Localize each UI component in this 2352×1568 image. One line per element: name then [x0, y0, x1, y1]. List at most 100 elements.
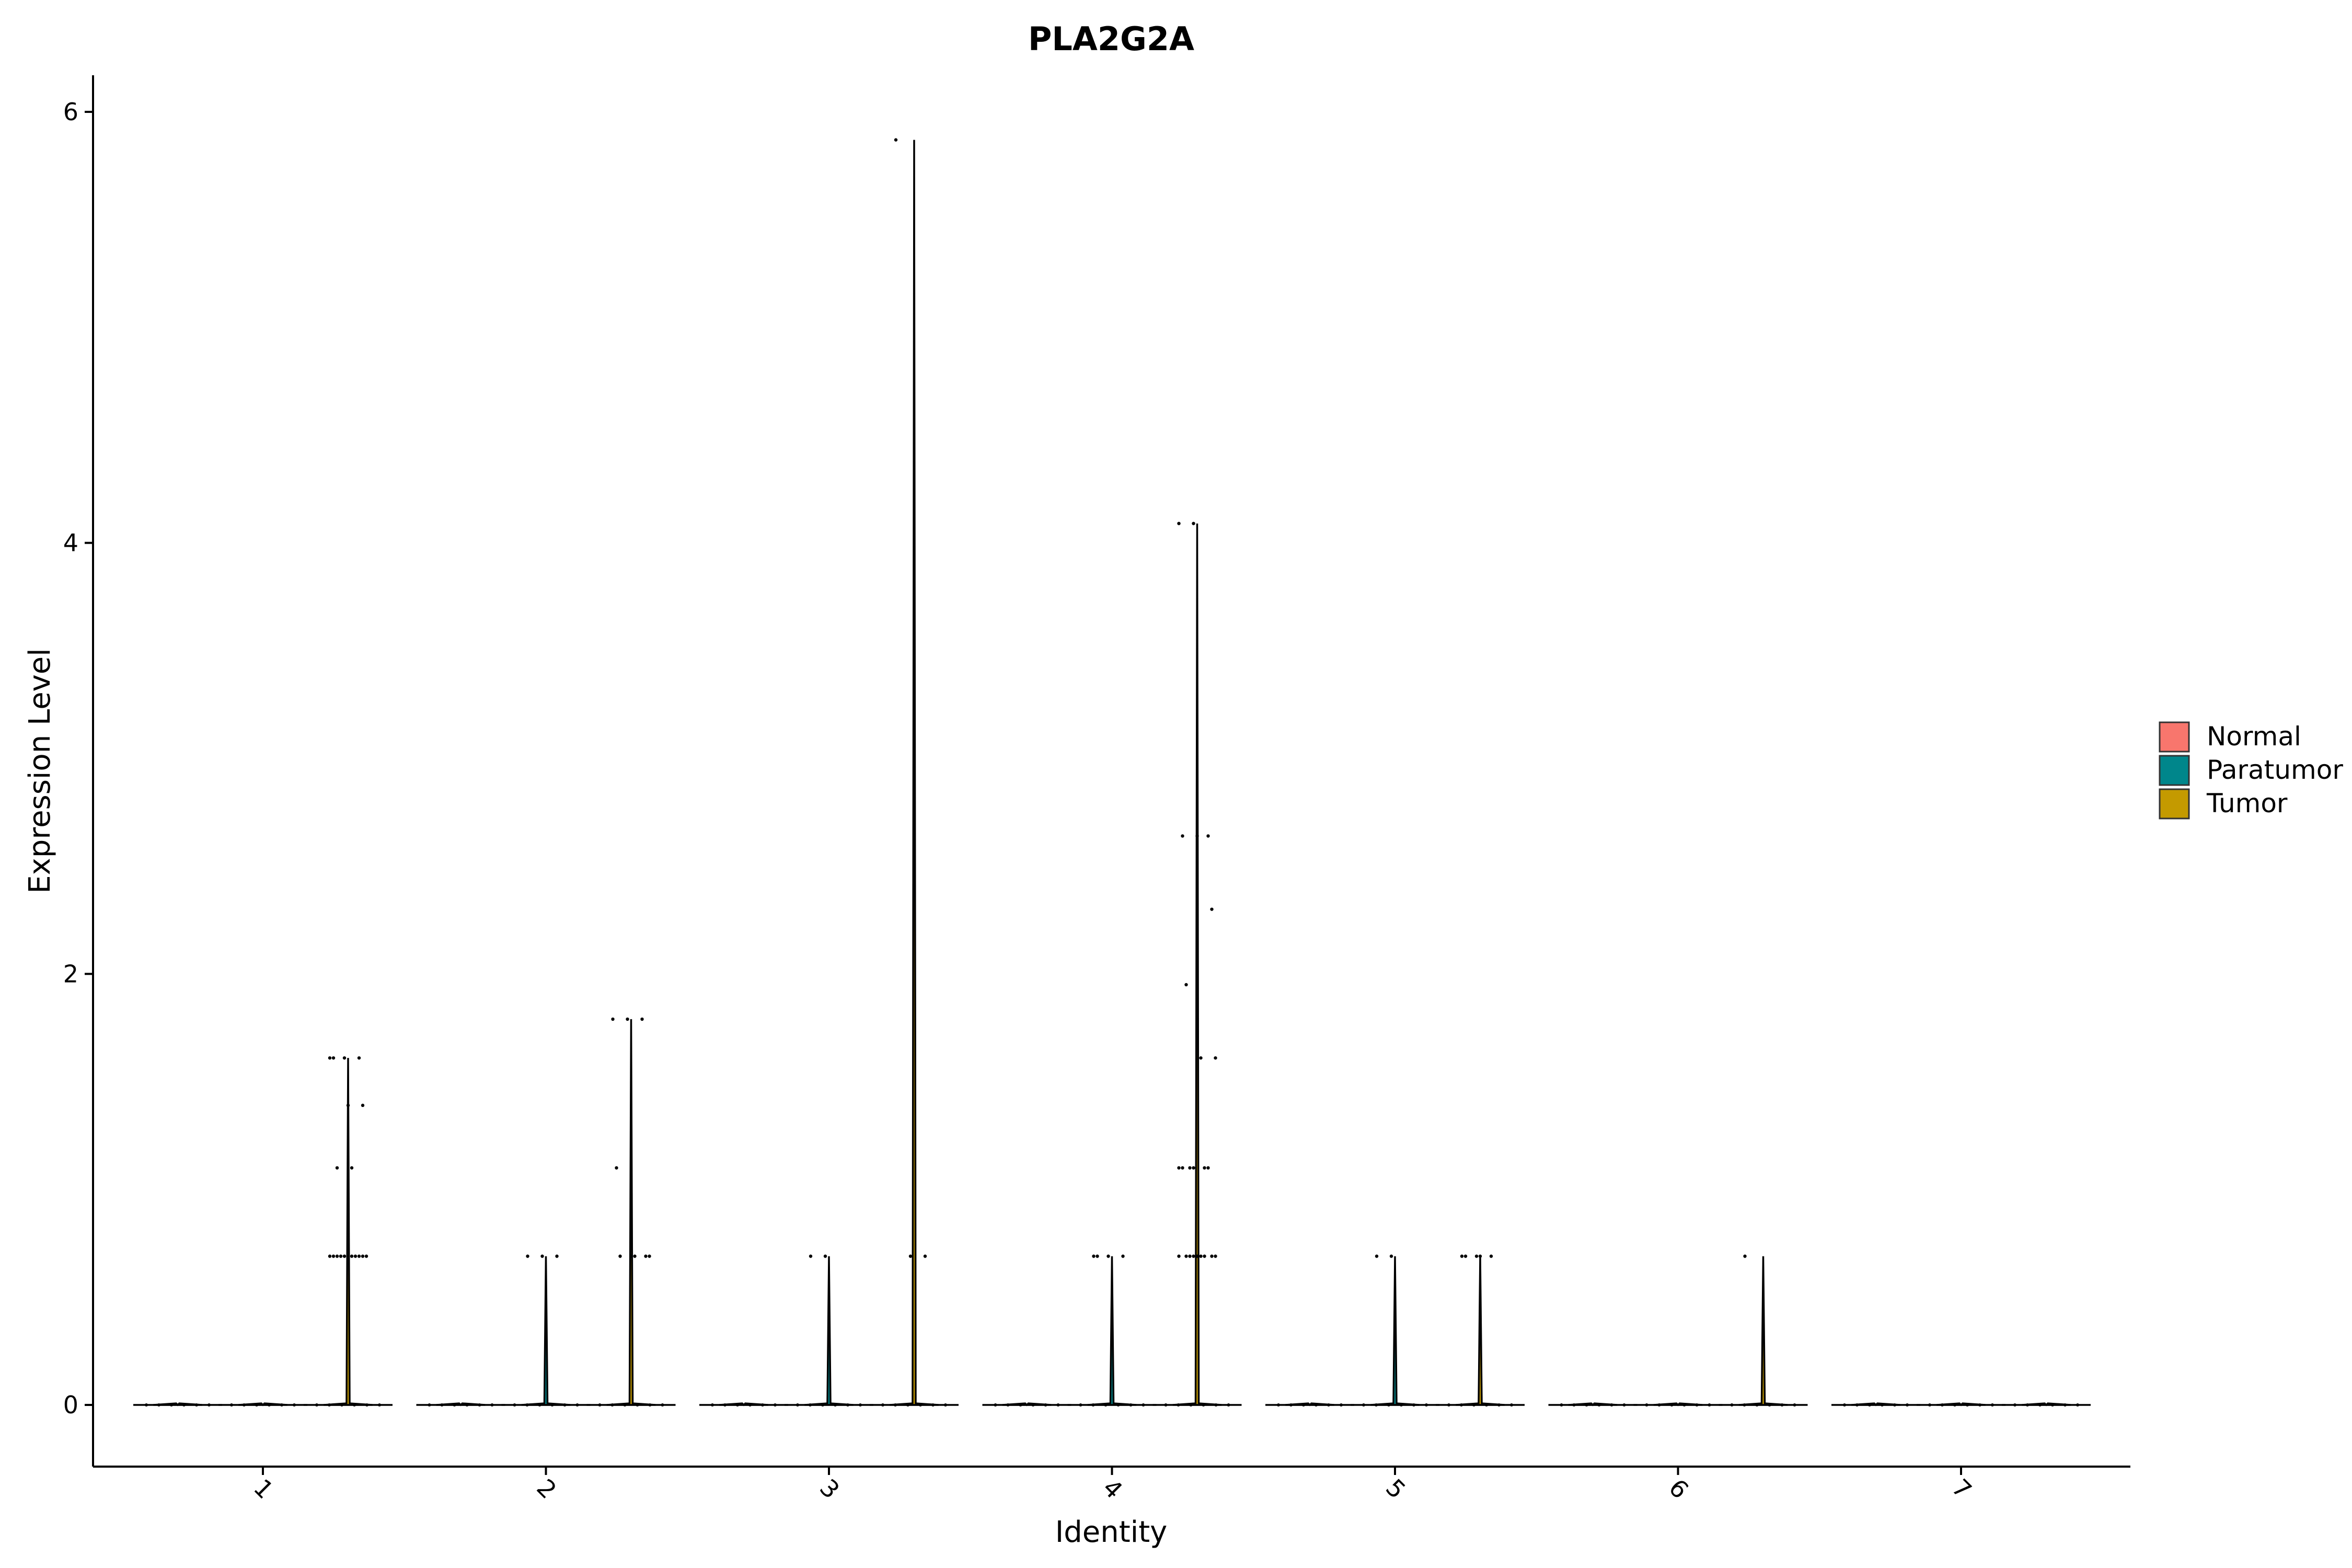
data-point [540, 1254, 544, 1258]
data-point [1181, 834, 1184, 838]
y-tick-label: 4 [63, 529, 78, 557]
data-point [1387, 1403, 1390, 1406]
data-point [1375, 1403, 1378, 1406]
data-point [346, 1103, 350, 1108]
x-tick-label: 3 [814, 1473, 845, 1504]
legend-label-normal: Normal [2207, 721, 2301, 752]
data-point [2013, 1403, 2016, 1406]
data-point [1056, 1403, 1060, 1406]
legend-swatch-tumor [2159, 788, 2190, 820]
data-point [1881, 1403, 1884, 1406]
data-point [1474, 1254, 1479, 1258]
y-tick-label: 6 [63, 98, 78, 126]
data-point [195, 1403, 198, 1406]
data-point [1472, 1403, 1475, 1406]
data-point [1682, 1403, 1686, 1406]
data-point [331, 1254, 336, 1258]
data-point [1079, 1403, 1082, 1406]
data-point [1843, 1403, 1846, 1406]
data-point [1966, 1403, 1969, 1406]
data-point [346, 1254, 350, 1258]
data-point [555, 1254, 559, 1258]
data-point [230, 1403, 233, 1406]
data-point [1195, 834, 1199, 838]
data-point [1585, 1403, 1588, 1406]
data-point [1953, 1403, 1956, 1406]
data-point [1214, 1254, 1217, 1258]
data-point [526, 1254, 529, 1258]
data-point [364, 1254, 368, 1258]
data-point [1214, 1056, 1217, 1060]
x-tick-label: 6 [1663, 1473, 1694, 1504]
data-point [243, 1403, 246, 1406]
data-point [1184, 983, 1188, 987]
data-point [465, 1403, 469, 1406]
y-axis-ticks: 0 2 4 6 [63, 98, 93, 1419]
violin-body [1568, 1402, 1618, 1406]
data-point [1199, 1254, 1203, 1258]
data-point [1188, 1166, 1192, 1170]
data-point [894, 138, 898, 142]
violin-body [1738, 1256, 1788, 1406]
data-point [331, 1056, 336, 1060]
data-point [748, 1403, 752, 1406]
data-point [923, 1254, 927, 1258]
violin-body [153, 1402, 202, 1406]
series-normal [133, 1402, 1920, 1406]
data-point [453, 1403, 456, 1406]
data-point [626, 1017, 629, 1021]
data-point [1129, 1403, 1133, 1406]
data-point [2051, 1403, 2054, 1406]
data-point [1203, 1254, 1206, 1258]
data-point [1460, 1254, 1464, 1258]
data-point [1447, 1403, 1450, 1406]
data-point [525, 1403, 529, 1406]
data-point [1192, 1254, 1195, 1258]
data-point [1597, 1403, 1601, 1406]
data-point [723, 1403, 727, 1406]
data-point [1868, 1403, 1871, 1406]
data-point [1164, 1403, 1168, 1406]
data-point [357, 1254, 361, 1258]
data-point [774, 1403, 777, 1406]
data-point [1327, 1403, 1330, 1406]
chart-title: PLA2G2A [1028, 20, 1194, 58]
x-tick-label: 7 [1946, 1473, 1977, 1504]
data-point [809, 1254, 813, 1258]
data-point [859, 1403, 862, 1406]
data-point [361, 1103, 365, 1108]
data-point [944, 1403, 947, 1406]
data-point [629, 1254, 633, 1258]
violin-body [1087, 1256, 1137, 1406]
data-point [618, 1254, 622, 1258]
violin-body [238, 1402, 287, 1406]
data-point [809, 1403, 812, 1406]
data-point [1031, 1403, 1035, 1406]
data-point [1104, 1403, 1108, 1406]
data-point [1189, 1403, 1193, 1406]
data-point [145, 1403, 148, 1406]
x-tick-label: 4 [1097, 1473, 1128, 1504]
data-point [1793, 1403, 1796, 1406]
x-tick-label: 2 [531, 1473, 562, 1504]
data-point [1657, 1403, 1661, 1406]
data-point [1375, 1254, 1379, 1258]
legend-swatch-normal [2159, 721, 2190, 753]
data-point [1425, 1403, 1428, 1406]
data-point [611, 1017, 615, 1021]
data-point [906, 1403, 909, 1406]
data-point [2038, 1403, 2042, 1406]
data-point [1188, 1254, 1192, 1258]
violin-body [1002, 1402, 1052, 1406]
violin-body [1285, 1402, 1334, 1406]
data-point [846, 1403, 849, 1406]
data-point [1177, 1166, 1181, 1170]
violin-body [1456, 1256, 1505, 1406]
data-point [633, 1254, 637, 1258]
y-tick-label: 2 [63, 960, 78, 988]
data-point [513, 1403, 516, 1406]
data-point [1560, 1403, 1563, 1406]
data-point [365, 1403, 368, 1406]
data-point [1708, 1403, 1711, 1406]
